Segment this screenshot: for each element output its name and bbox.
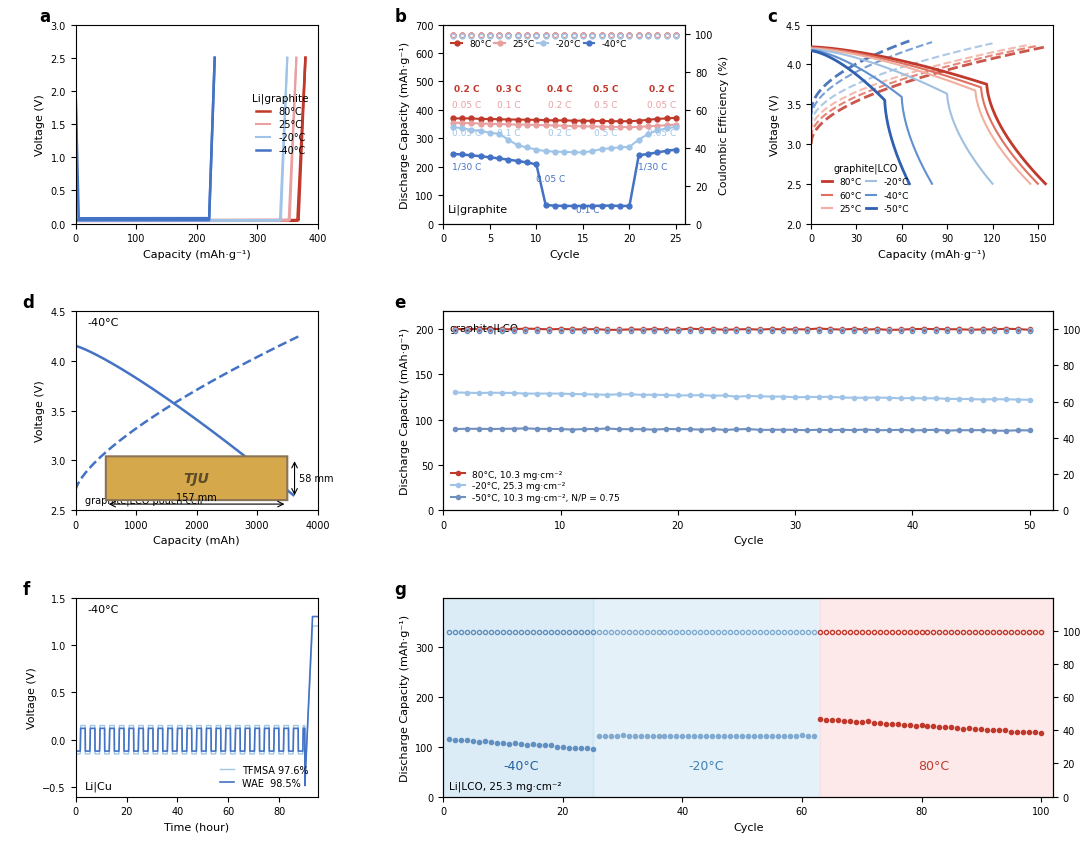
- TFMSA 97.6%: [311, 621, 324, 631]
- WAE  98.5%: [162, 723, 175, 734]
- Text: 0.5 C: 0.5 C: [594, 101, 618, 110]
- Line: TFMSA 97.6%: TFMSA 97.6%: [76, 626, 318, 781]
- Text: 0.1 C: 0.1 C: [497, 101, 521, 110]
- TFMSA 97.6%: [69, 749, 82, 759]
- Text: Li|Cu: Li|Cu: [85, 780, 113, 792]
- Text: 0.1 C: 0.1 C: [576, 206, 599, 215]
- X-axis label: Cycle: Cycle: [549, 250, 580, 260]
- Text: f: f: [23, 580, 29, 598]
- Text: 0.3 C: 0.3 C: [496, 85, 522, 95]
- X-axis label: Capacity (mAh·g⁻¹): Capacity (mAh·g⁻¹): [143, 250, 251, 260]
- WAE  98.5%: [69, 746, 82, 757]
- Text: TJU: TJU: [184, 472, 210, 486]
- WAE  98.5%: [307, 612, 320, 622]
- TFMSA 97.6%: [162, 721, 175, 731]
- TFMSA 97.6%: [111, 749, 124, 759]
- Legend: 80°C, 10.3 mg·cm⁻², -20°C, 25.3 mg·cm⁻², -50°C, 10.3 mg·cm⁻², N/P = 0.75: 80°C, 10.3 mg·cm⁻², -20°C, 25.3 mg·cm⁻²,…: [448, 466, 623, 506]
- TFMSA 97.6%: [307, 621, 320, 631]
- Text: 0.5 C: 0.5 C: [593, 85, 619, 95]
- Text: 80°C: 80°C: [918, 759, 949, 772]
- Text: g: g: [394, 580, 406, 598]
- TFMSA 97.6%: [306, 621, 319, 631]
- Legend: 80°C, 60°C, 25°C, -20°C, -40°C, -50°C: 80°C, 60°C, 25°C, -20°C, -40°C, -50°C: [818, 159, 913, 218]
- Text: 58 mm: 58 mm: [299, 474, 334, 484]
- Bar: [820, 598, 1053, 797]
- Text: 0.05 C: 0.05 C: [647, 101, 677, 110]
- Text: Li|LCO, 25.3 mg·cm⁻²: Li|LCO, 25.3 mg·cm⁻²: [449, 780, 562, 792]
- Text: 157 mm: 157 mm: [176, 492, 217, 503]
- Text: -40°C: -40°C: [503, 759, 539, 772]
- WAE  98.5%: [173, 723, 186, 734]
- X-axis label: Cycle: Cycle: [733, 536, 764, 545]
- Text: 0.1 C: 0.1 C: [497, 130, 521, 138]
- Text: 0.05 C: 0.05 C: [536, 176, 565, 184]
- Y-axis label: Discharge Capacity (mAh·g⁻¹): Discharge Capacity (mAh·g⁻¹): [400, 613, 409, 780]
- Y-axis label: Voltage (V): Voltage (V): [35, 380, 45, 442]
- Text: -20°C: -20°C: [689, 759, 724, 772]
- Text: 0.2 C: 0.2 C: [454, 85, 480, 95]
- Text: graphite|LCO pouch cell: graphite|LCO pouch cell: [85, 494, 203, 505]
- Bar: [593, 598, 820, 797]
- TFMSA 97.6%: [97, 721, 110, 731]
- Legend: 80°C, 25°C, -20°C, -40°C: 80°C, 25°C, -20°C, -40°C: [448, 36, 631, 52]
- Text: a: a: [39, 8, 51, 26]
- Text: e: e: [394, 294, 406, 312]
- WAE  98.5%: [306, 612, 319, 622]
- WAE  98.5%: [97, 723, 110, 734]
- Text: 0.2 C: 0.2 C: [548, 130, 571, 138]
- Text: 0.05 C: 0.05 C: [451, 101, 482, 110]
- Text: 0.2 C: 0.2 C: [649, 85, 675, 95]
- Text: 0.4 C: 0.4 C: [546, 85, 572, 95]
- Text: 0.2 C: 0.2 C: [548, 101, 571, 110]
- Y-axis label: Discharge Capacity (mAh·g⁻¹): Discharge Capacity (mAh·g⁻¹): [400, 42, 409, 209]
- Y-axis label: Coulombic Efficiency (%): Coulombic Efficiency (%): [719, 55, 729, 194]
- Y-axis label: Voltage (V): Voltage (V): [770, 94, 780, 156]
- Text: c: c: [768, 8, 778, 26]
- Y-axis label: Voltage (V): Voltage (V): [27, 666, 37, 728]
- Text: -40°C: -40°C: [87, 318, 119, 328]
- Text: 0.05 C: 0.05 C: [647, 130, 677, 138]
- TFMSA 97.6%: [280, 721, 293, 731]
- X-axis label: Cycle: Cycle: [733, 822, 764, 832]
- Bar: [443, 598, 593, 797]
- Legend: TFMSA 97.6%, WAE  98.5%: TFMSA 97.6%, WAE 98.5%: [216, 761, 313, 792]
- Y-axis label: Discharge Capacity (mAh·g⁻¹): Discharge Capacity (mAh·g⁻¹): [400, 328, 409, 494]
- Text: 0.05 C: 0.05 C: [451, 130, 482, 138]
- FancyBboxPatch shape: [106, 457, 287, 500]
- WAE  98.5%: [111, 746, 124, 757]
- Line: WAE  98.5%: WAE 98.5%: [76, 617, 318, 786]
- Text: b: b: [395, 8, 407, 26]
- X-axis label: Capacity (mAh): Capacity (mAh): [153, 536, 240, 545]
- Text: d: d: [23, 294, 35, 312]
- Text: 1/30 C: 1/30 C: [638, 163, 667, 172]
- X-axis label: Capacity (mAh·g⁻¹): Capacity (mAh·g⁻¹): [878, 250, 986, 260]
- Text: graphite|LCO: graphite|LCO: [449, 324, 518, 334]
- Text: 1/30 C: 1/30 C: [451, 163, 482, 172]
- WAE  98.5%: [280, 723, 293, 734]
- Text: Li|graphite: Li|graphite: [448, 204, 509, 215]
- TFMSA 97.6%: [173, 721, 186, 731]
- Y-axis label: Voltage (V): Voltage (V): [35, 94, 45, 156]
- Text: 0.5 C: 0.5 C: [594, 130, 618, 138]
- Text: -40°C: -40°C: [87, 604, 119, 613]
- X-axis label: Time (hour): Time (hour): [164, 822, 229, 832]
- WAE  98.5%: [311, 612, 324, 622]
- TFMSA 97.6%: [298, 776, 311, 786]
- WAE  98.5%: [298, 780, 311, 791]
- Legend: 80°C, 25°C, -20°C, -40°C: 80°C, 25°C, -20°C, -40°C: [248, 90, 313, 160]
